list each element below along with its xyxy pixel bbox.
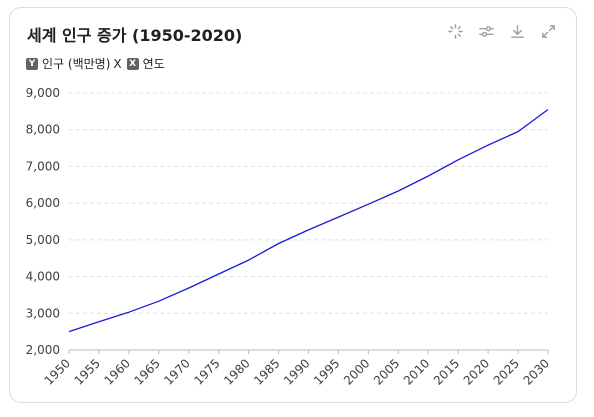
chart-legend: Y 인구 (백만명) X X 연도 bbox=[26, 55, 165, 72]
y-tick-label: 3,000 bbox=[26, 306, 60, 320]
chart-title: 세계 인구 증가 (1950-2020) bbox=[27, 26, 243, 45]
x-tick-label: 1970 bbox=[161, 356, 192, 387]
x-tick-label: 2030 bbox=[521, 356, 552, 387]
y-tick-label: 9,000 bbox=[26, 86, 60, 100]
x-tick-label: 1995 bbox=[311, 356, 342, 387]
download-icon[interactable] bbox=[508, 22, 527, 41]
y-tick-label: 2,000 bbox=[26, 343, 60, 357]
x-tick-label: 1965 bbox=[131, 356, 162, 387]
x-tick-label: 2025 bbox=[491, 356, 522, 387]
x-tick-label: 1975 bbox=[191, 356, 222, 387]
x-tick-label: 1990 bbox=[281, 356, 312, 387]
y-tick-label: 7,000 bbox=[26, 159, 60, 173]
settings-sliders-icon[interactable] bbox=[477, 22, 496, 41]
chart-card: 세계 인구 증가 (1950-2020) bbox=[9, 7, 577, 403]
y-tick-label: 4,000 bbox=[26, 270, 60, 284]
chart-toolbar bbox=[446, 22, 558, 41]
series-line-population bbox=[68, 108, 549, 333]
sparkle-icon[interactable] bbox=[446, 22, 465, 41]
x-tick-label: 2015 bbox=[431, 356, 462, 387]
y-tick-label: 6,000 bbox=[26, 196, 60, 210]
x-tick-label: 2020 bbox=[461, 356, 492, 387]
y-tick-label: 8,000 bbox=[26, 123, 60, 137]
x-axis-legend-label: 연도 bbox=[142, 57, 165, 71]
expand-icon[interactable] bbox=[539, 22, 558, 41]
x-tick-label: 1955 bbox=[72, 356, 103, 387]
x-tick-label: 1950 bbox=[42, 356, 73, 387]
x-tick-label: 2000 bbox=[341, 356, 372, 387]
y-tick-label: 5,000 bbox=[26, 233, 60, 247]
y-axis-legend-label: 인구 (백만명) bbox=[42, 57, 111, 71]
x-tick-label: 1980 bbox=[221, 356, 252, 387]
x-tick-label: 1960 bbox=[101, 356, 132, 387]
y-axis-badge: Y bbox=[26, 57, 38, 70]
legend-separator: X bbox=[113, 56, 122, 71]
x-tick-label: 1985 bbox=[251, 356, 282, 387]
x-axis-badge: X bbox=[126, 57, 139, 70]
x-tick-label: 2005 bbox=[371, 356, 402, 387]
x-tick-label: 2010 bbox=[401, 356, 432, 387]
